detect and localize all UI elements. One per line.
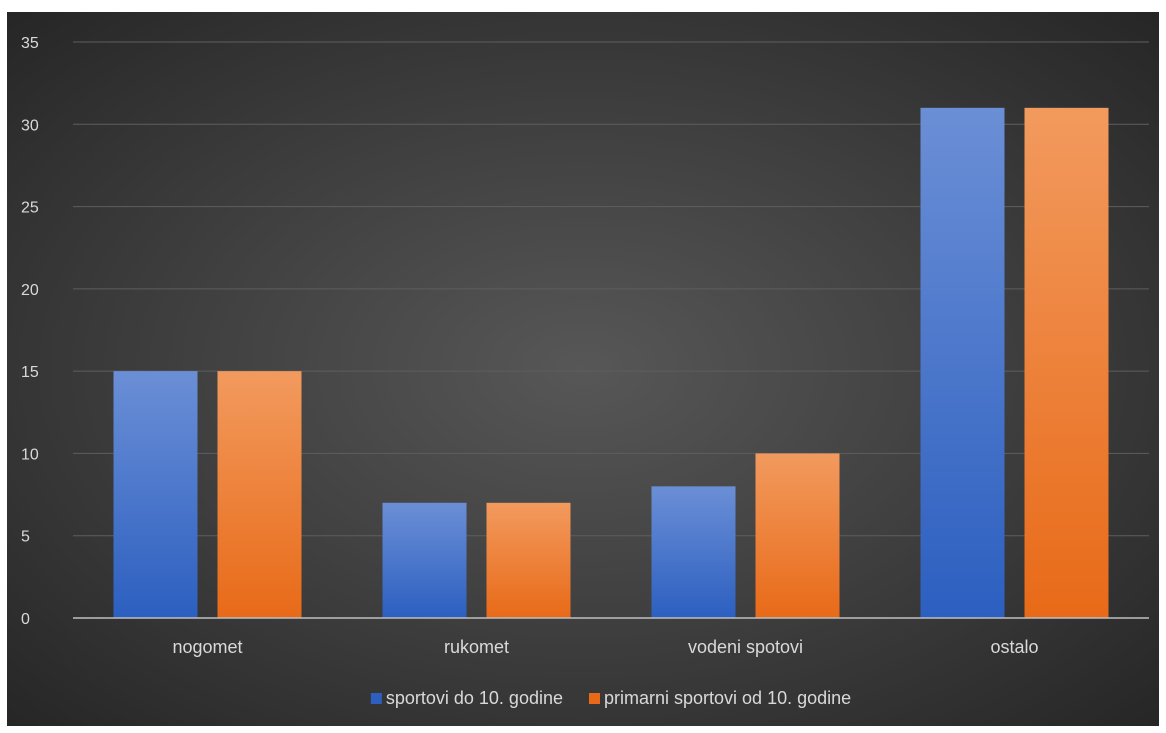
- bar-ostalo-series-2: [1024, 107, 1109, 618]
- legend: sportovi do 10. godine primarni sportovi …: [370, 688, 851, 708]
- y-tick-label: 30: [21, 117, 39, 134]
- legend-label: sportovi do 10. godine: [386, 688, 563, 708]
- bar-chart: 0 5 10 15 20 25 30 35 nogomet rukomet vodeni spot…: [21, 35, 1149, 708]
- bar-vodeni-spotovi-series-2: [755, 453, 840, 618]
- x-category-label: ostalo: [990, 637, 1038, 657]
- y-tick-label: 15: [21, 364, 39, 381]
- chart-area: 0 5 10 15 20 25 30 35 nogomet rukomet vodeni spot…: [7, 12, 1159, 726]
- y-axis-ticks: 0 5 10 15 20 25 30 35: [21, 35, 39, 628]
- y-tick-label: 10: [21, 446, 39, 463]
- legend-swatch: [370, 693, 382, 704]
- y-tick-label: 35: [21, 35, 39, 52]
- y-tick-label: 25: [21, 200, 39, 217]
- x-category-label: rukomet: [444, 637, 509, 657]
- y-tick-label: 20: [21, 282, 39, 299]
- bar-rukomet-series-2: [486, 502, 571, 618]
- legend-label: primarni sportovi od 10. godine: [604, 688, 851, 708]
- y-tick-label: 0: [21, 611, 30, 628]
- bar-rukomet-series-1: [382, 502, 467, 618]
- bar-vodeni-spotovi-series-1: [651, 486, 736, 618]
- bars: [113, 107, 1109, 618]
- x-axis-categories: nogomet rukomet vodeni spotovi ostalo: [172, 637, 1038, 657]
- bar-nogomet-series-1: [113, 371, 198, 618]
- x-category-label: nogomet: [172, 637, 242, 657]
- bar-nogomet-series-2: [217, 371, 302, 618]
- x-category-label: vodeni spotovi: [688, 637, 803, 657]
- y-tick-label: 5: [21, 529, 30, 546]
- legend-swatch: [589, 693, 600, 704]
- bar-ostalo-series-1: [920, 107, 1005, 618]
